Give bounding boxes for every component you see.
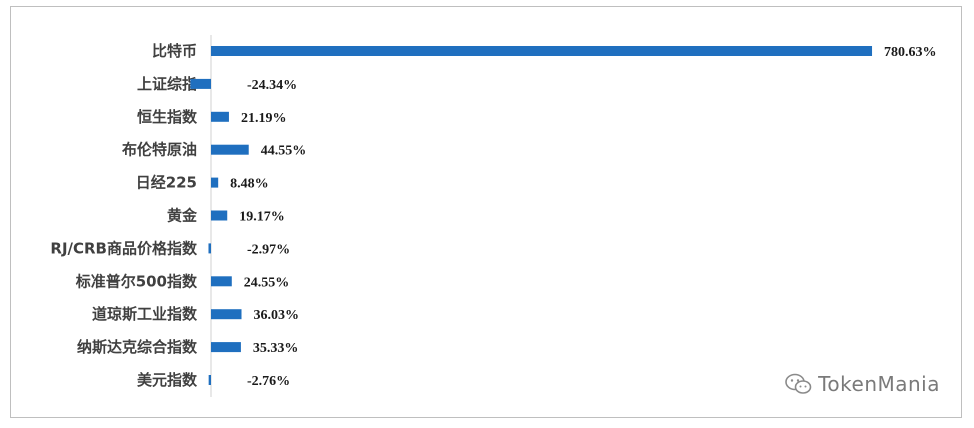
category-label: 标准普尔500指数 bbox=[75, 272, 198, 290]
wechat-icon bbox=[785, 373, 812, 394]
category-label: 上证综指 bbox=[137, 75, 197, 93]
data-label: -2.97% bbox=[247, 242, 290, 257]
bar bbox=[211, 46, 873, 56]
data-label: 24.55% bbox=[244, 275, 290, 290]
watermark-text: TokenMania bbox=[818, 372, 940, 396]
category-label: 布伦特原油 bbox=[122, 141, 197, 159]
bar bbox=[211, 342, 241, 353]
bar bbox=[211, 177, 219, 188]
category-label: 纳斯达克综合指数 bbox=[77, 338, 198, 356]
bar bbox=[211, 144, 249, 155]
watermark: TokenMania bbox=[784, 372, 940, 396]
bar bbox=[190, 78, 211, 89]
category-label: 恒生指数 bbox=[137, 108, 198, 126]
bar-chart: 比特币 780.63% 上证综指 -24.34% 恒生指数 21.19% 布伦特原油 44.5… bbox=[50, 35, 937, 397]
category-label: 黄金 bbox=[167, 207, 198, 225]
data-label: 21.19% bbox=[241, 111, 287, 126]
category-label: 道琼斯工业指数 bbox=[92, 305, 198, 323]
bar bbox=[211, 276, 232, 287]
category-label: RJ/CRB商品价格指数 bbox=[50, 239, 198, 257]
category-label: 日经225 bbox=[136, 174, 197, 192]
data-label: 780.63% bbox=[884, 45, 937, 60]
data-label: -2.76% bbox=[247, 374, 290, 389]
bar bbox=[208, 375, 211, 385]
category-label: 比特币 bbox=[152, 42, 197, 60]
category-label: 美元指数 bbox=[137, 371, 198, 389]
chart-frame: 比特币 780.63% 上证综指 -24.34% 恒生指数 21.19% 布伦特原油 44.5… bbox=[10, 6, 962, 418]
data-label: 36.03% bbox=[254, 308, 299, 323]
data-label: -24.34% bbox=[247, 78, 297, 93]
data-label: 19.17% bbox=[239, 210, 285, 225]
data-label: 8.48% bbox=[230, 177, 268, 192]
bar bbox=[211, 210, 228, 221]
bar bbox=[208, 243, 211, 254]
bar bbox=[211, 309, 242, 320]
bar bbox=[211, 111, 229, 122]
data-label: 44.55% bbox=[261, 144, 307, 159]
data-label: 35.33% bbox=[253, 341, 299, 356]
